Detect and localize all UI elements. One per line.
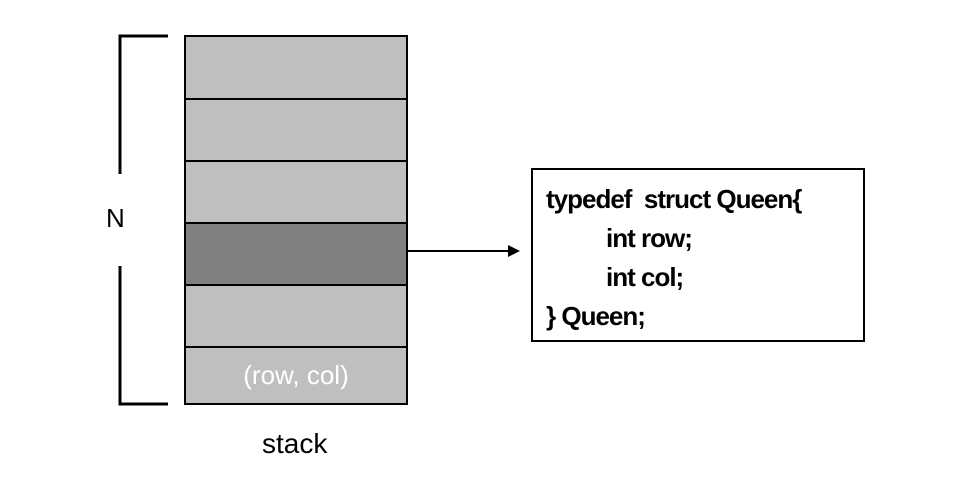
bracket-bottom <box>118 266 168 406</box>
code-line: int col; <box>606 262 684 292</box>
code-line: typedef struct Queen{ <box>546 184 802 214</box>
arrow-head <box>508 245 520 257</box>
stack-cell <box>186 37 406 98</box>
stack-cell-highlighted <box>186 222 406 284</box>
stack-box: (row, col) <box>184 35 408 405</box>
stack-cell-bottom: (row, col) <box>186 346 406 403</box>
stack-cell <box>186 284 406 346</box>
code-line: } Queen; <box>546 301 646 331</box>
code-line: int row; <box>606 223 693 253</box>
bracket-top <box>118 34 168 174</box>
stack-cell <box>186 160 406 222</box>
stack-cell <box>186 98 406 160</box>
stack-caption: stack <box>262 428 328 459</box>
struct-code-box: typedef struct Queen{ int row; int col; … <box>531 168 865 342</box>
bracket-label: N <box>106 203 125 233</box>
